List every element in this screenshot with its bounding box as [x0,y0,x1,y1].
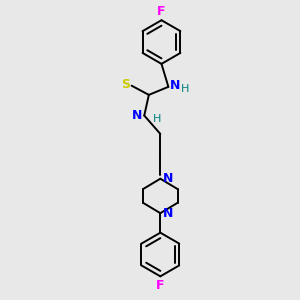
Text: S: S [121,78,130,91]
Text: N: N [170,79,181,92]
Text: F: F [156,279,165,292]
Text: N: N [163,207,173,220]
Text: H: H [153,114,161,124]
Text: N: N [132,109,142,122]
Text: N: N [163,172,173,185]
Text: H: H [181,84,189,94]
Text: F: F [157,5,166,18]
